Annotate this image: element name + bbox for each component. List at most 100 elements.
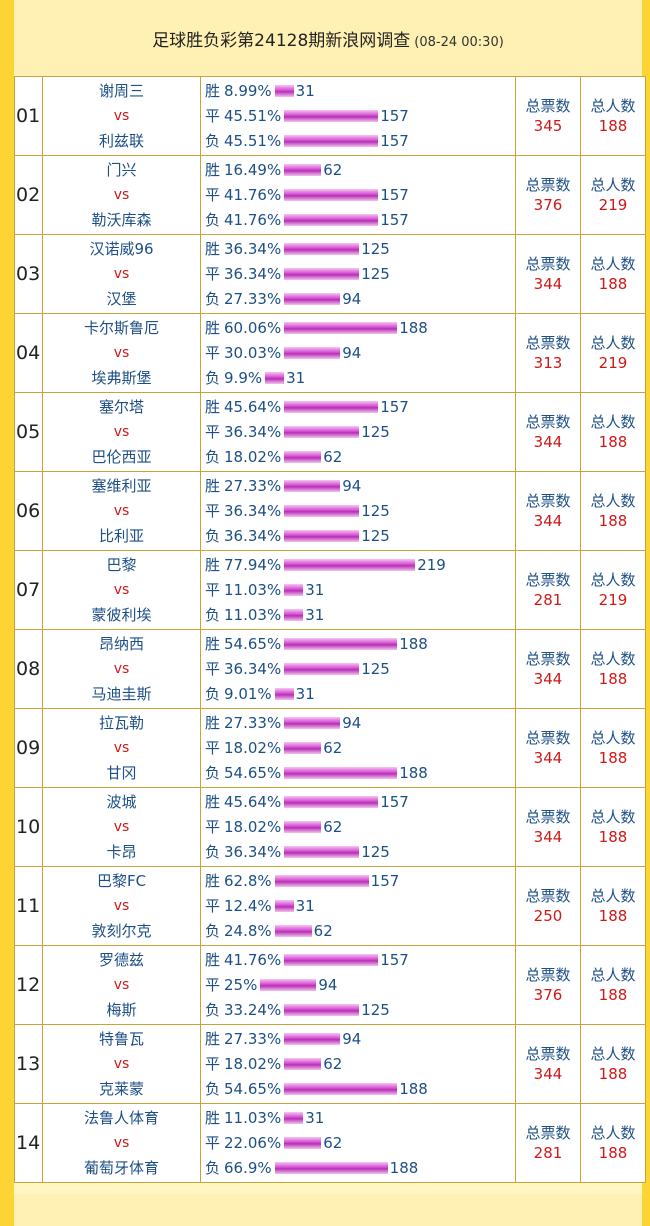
home-team[interactable]: 巴黎FC [96, 871, 147, 890]
draw-vote-count: 157 [380, 106, 409, 125]
vs-label: vs [113, 976, 130, 993]
lose-percentage: 36.34% [224, 842, 282, 861]
home-team[interactable]: 汉诺威96 [89, 239, 154, 258]
win-outcome-label: 胜 [205, 713, 221, 732]
draw-percentage: 11.03% [224, 580, 282, 599]
vs-label: vs [113, 660, 130, 677]
home-team[interactable]: 昂纳西 [98, 634, 144, 653]
lose-percentage: 18.02% [224, 447, 282, 466]
win-vote-count: 62 [323, 160, 343, 179]
away-team[interactable]: 勒沃库森 [91, 210, 152, 229]
vote-distribution: 胜 27.33% 94 平 36.34% 125 负 36.34% 125 [200, 471, 516, 551]
total-people-cell: 总人数 188 [580, 392, 646, 472]
away-team[interactable]: 梅斯 [106, 1000, 137, 1019]
away-team[interactable]: 敦刻尔克 [91, 921, 152, 940]
win-percentage: 77.94% [224, 555, 282, 574]
win-vote-bar [284, 243, 360, 255]
draw-percentage: 36.34% [224, 264, 282, 283]
vs-label: vs [113, 502, 130, 519]
lose-row: 负 18.02% 62 [205, 445, 515, 470]
total-people-label: 总人数 [590, 1045, 636, 1063]
draw-vote-bar [260, 979, 317, 991]
draw-vote-bar [274, 900, 294, 912]
win-outcome-label: 胜 [205, 792, 221, 811]
vs-label: vs [113, 739, 130, 756]
win-row: 胜 45.64% 157 [205, 395, 515, 420]
home-team[interactable]: 特鲁瓦 [98, 1029, 144, 1048]
lose-vote-bar [284, 214, 379, 226]
draw-vote-count: 125 [361, 659, 390, 678]
total-votes-value: 376 [533, 196, 563, 214]
draw-row: 平 12.4% 31 [205, 894, 515, 919]
away-team[interactable]: 比利亚 [98, 526, 144, 545]
lose-outcome-label: 负 [205, 921, 221, 940]
total-people-label: 总人数 [590, 176, 636, 194]
match-teams: 汉诺威96 vs 汉堡 [42, 234, 201, 314]
match-row: 03 汉诺威96 vs 汉堡 胜 36.34% 125 平 36.34% 125 负 27.33% 94… [14, 234, 646, 314]
lose-vote-count: 125 [361, 842, 390, 861]
lose-percentage: 33.24% [224, 1000, 282, 1019]
win-vote-count: 157 [380, 397, 409, 416]
home-team[interactable]: 巴黎 [106, 555, 137, 574]
total-people-value: 188 [598, 986, 628, 1004]
lose-vote-bar [284, 609, 304, 621]
draw-percentage: 25% [224, 975, 258, 994]
away-team[interactable]: 埃弗斯堡 [91, 368, 152, 387]
lose-vote-bar [284, 293, 341, 305]
away-team[interactable]: 卡昂 [106, 842, 137, 861]
away-team[interactable]: 克莱蒙 [98, 1079, 144, 1098]
total-votes-cell: 总票数 345 [515, 76, 581, 156]
draw-vote-count: 157 [380, 185, 409, 204]
match-teams: 巴黎 vs 蒙彼利埃 [42, 550, 201, 630]
lose-row: 负 54.65% 188 [205, 761, 515, 786]
home-team[interactable]: 谢周三 [98, 81, 144, 100]
total-votes-cell: 总票数 344 [515, 787, 581, 867]
match-number: 04 [14, 313, 43, 393]
home-team[interactable]: 罗德兹 [98, 950, 144, 969]
total-people-value: 188 [598, 433, 628, 451]
away-team[interactable]: 马迪圭斯 [91, 684, 152, 703]
lose-row: 负 41.76% 157 [205, 208, 515, 233]
lose-vote-count: 31 [286, 368, 306, 387]
lose-vote-bar [284, 846, 360, 858]
away-team[interactable]: 葡萄牙体育 [83, 1158, 159, 1177]
away-team[interactable]: 汉堡 [106, 289, 137, 308]
home-team[interactable]: 门兴 [106, 160, 137, 179]
win-outcome-label: 胜 [205, 239, 221, 258]
draw-row: 平 25% 94 [205, 973, 515, 998]
home-team[interactable]: 法鲁人体育 [83, 1108, 159, 1127]
match-row: 01 谢周三 vs 利兹联 胜 8.99% 31 平 45.51% 157 负 45.51% 157 总票… [14, 76, 646, 156]
match-row: 12 罗德兹 vs 梅斯 胜 41.76% 157 平 25% 94 负 33.24% 125 总票数 37… [14, 945, 646, 1025]
match-row: 10 波城 vs 卡昂 胜 45.64% 157 平 18.02% 62 负 36.34% 125 总票数… [14, 787, 646, 867]
total-people-cell: 总人数 188 [580, 1103, 646, 1183]
home-team[interactable]: 塞维利亚 [91, 476, 152, 495]
total-people-cell: 总人数 188 [580, 76, 646, 156]
vote-distribution: 胜 8.99% 31 平 45.51% 157 负 45.51% 157 [200, 76, 516, 156]
draw-vote-count: 125 [361, 422, 390, 441]
draw-percentage: 36.34% [224, 422, 282, 441]
draw-vote-bar [284, 821, 322, 833]
draw-outcome-label: 平 [205, 185, 221, 204]
away-team[interactable]: 蒙彼利埃 [91, 605, 152, 624]
draw-row: 平 18.02% 62 [205, 1052, 515, 1077]
home-team[interactable]: 卡尔斯鲁厄 [83, 318, 159, 337]
draw-row: 平 30.03% 94 [205, 341, 515, 366]
total-people-cell: 总人数 219 [580, 155, 646, 235]
away-team[interactable]: 甘冈 [106, 763, 137, 782]
vote-distribution: 胜 27.33% 94 平 18.02% 62 负 54.65% 188 [200, 1024, 516, 1104]
home-team[interactable]: 拉瓦勒 [98, 713, 144, 732]
draw-percentage: 41.76% [224, 185, 282, 204]
away-team[interactable]: 巴伦西亚 [91, 447, 152, 466]
total-people-label: 总人数 [590, 334, 636, 352]
draw-percentage: 18.02% [224, 1054, 282, 1073]
home-team[interactable]: 塞尔塔 [98, 397, 144, 416]
lose-percentage: 27.33% [224, 289, 282, 308]
away-team[interactable]: 利兹联 [98, 131, 144, 150]
lose-percentage: 54.65% [224, 1079, 282, 1098]
match-row: 07 巴黎 vs 蒙彼利埃 胜 77.94% 219 平 11.03% 31 负 11.03% 31 总票… [14, 550, 646, 630]
lose-row: 负 45.51% 157 [205, 129, 515, 154]
home-team[interactable]: 波城 [106, 792, 137, 811]
match-row: 04 卡尔斯鲁厄 vs 埃弗斯堡 胜 60.06% 188 平 30.03% 94 负 9.9% 31 总… [14, 313, 646, 393]
win-vote-bar [274, 875, 369, 887]
win-row: 胜 11.03% 31 [205, 1106, 515, 1131]
